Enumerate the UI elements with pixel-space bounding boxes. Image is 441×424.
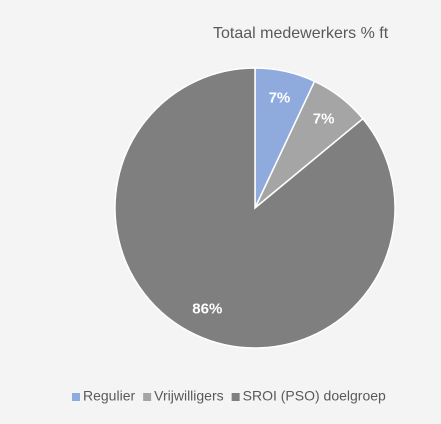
legend-label: Regulier (83, 388, 135, 404)
data-label: 7% (269, 90, 291, 107)
pie-slice (114, 67, 396, 349)
legend-marker (231, 393, 240, 401)
data-label: 7% (313, 110, 335, 127)
legend-label: SROI (PSO) doelgroep (243, 388, 386, 404)
data-label: 86% (192, 300, 222, 317)
chart-title: Totaal medewerkers % ft (213, 25, 389, 42)
legend-marker (72, 393, 80, 401)
legend-label: Vrijwilligers (154, 388, 224, 404)
legend-marker (143, 393, 152, 401)
